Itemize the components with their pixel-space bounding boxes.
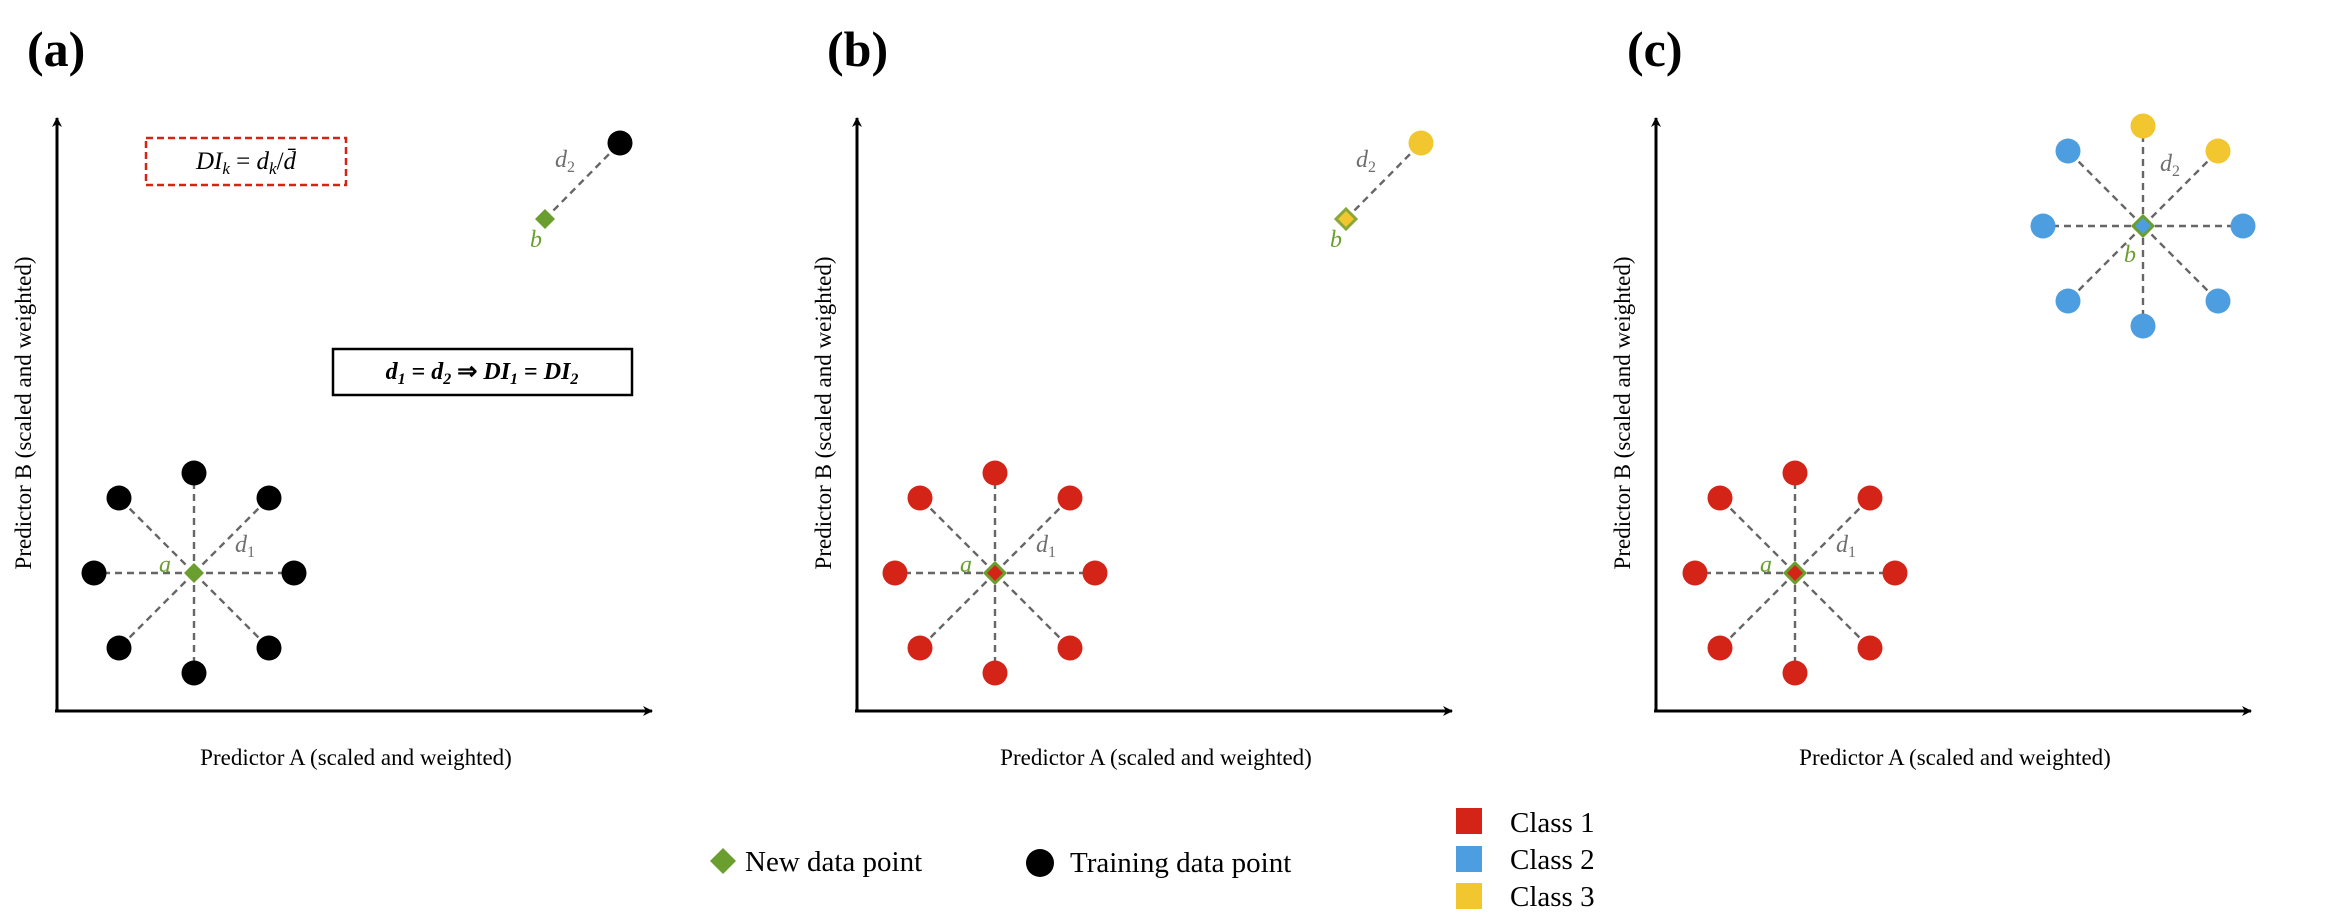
training-point (181, 660, 207, 686)
class-1-point (1707, 635, 1733, 661)
class-2-point (2055, 288, 2081, 314)
class-3-points-c (2130, 113, 2231, 164)
class-2-legend-label: Class 2 (1510, 844, 1595, 876)
class-3-point (2205, 138, 2231, 164)
legend: New data point Training data point Class… (710, 807, 1595, 913)
class-1-point (1682, 560, 1708, 586)
formula-text: DIk = dk/d̄ (195, 148, 297, 178)
distance-1-label: d1 (1036, 532, 1056, 561)
new-point-a (982, 560, 1008, 586)
class-1-point (907, 635, 933, 661)
class-2-point (2230, 213, 2256, 239)
class-1-point (1707, 485, 1733, 511)
distance-2-label: d2 (2160, 151, 2180, 180)
panel-a: (a) Predictor A (scaled and weighted) Pr… (11, 21, 653, 770)
new-point-b (2130, 213, 2156, 239)
training-point (106, 635, 132, 661)
training-point-legend-icon (1026, 849, 1054, 877)
distance-1-label: d1 (235, 532, 255, 561)
point-a-label: a (960, 552, 972, 578)
class-1-legend-swatch (1456, 808, 1482, 834)
class-3-legend-label: Class 3 (1510, 881, 1595, 913)
training-point (607, 130, 633, 156)
new-point-a (1782, 560, 1808, 586)
new-point-legend-label: New data point (745, 846, 922, 878)
distance-lines-b (895, 142, 1422, 673)
class-2-points-c (2030, 138, 2256, 339)
class-3-point (1408, 130, 1434, 156)
x-axis-title: Predictor A (scaled and weighted) (200, 745, 512, 770)
training-point (281, 560, 307, 586)
class-1-point (1857, 485, 1883, 511)
training-point (81, 560, 107, 586)
class-1-points-b (882, 460, 1108, 686)
class-1-point (882, 560, 908, 586)
class-1-point (1782, 460, 1808, 486)
point-b-label: b (530, 227, 542, 253)
formula-box (144, 136, 348, 187)
class-2-point (2130, 313, 2156, 339)
class-3-point (2130, 113, 2156, 139)
training-point (256, 635, 282, 661)
class-1-point (1057, 485, 1083, 511)
distance-1-label: d1 (1836, 532, 1856, 561)
distance-2-label: d2 (1356, 147, 1376, 176)
panel-b: (b) Predictor A (scaled and weighted) Pr… (811, 21, 1453, 770)
point-a-label: a (159, 552, 171, 578)
class-1-point (1782, 660, 1808, 686)
point-a-label: a (1760, 552, 1772, 578)
class-1-point (1882, 560, 1908, 586)
class-2-legend-swatch (1456, 846, 1482, 872)
training-points-a (81, 130, 633, 686)
new-point-b (535, 209, 555, 229)
class-1-point (907, 485, 933, 511)
distance-2-label: d2 (555, 147, 575, 176)
class-1-point (1082, 560, 1108, 586)
new-point-a (184, 563, 204, 583)
class-1-point (982, 660, 1008, 686)
y-axis-title: Predictor B (scaled and weighted) (11, 257, 36, 570)
equality-text: d1 = d2 ⇒ DI1 = DI2 (386, 359, 579, 388)
class-1-point (982, 460, 1008, 486)
training-point (181, 460, 207, 486)
panel-label: (c) (1627, 21, 1683, 77)
class-3-legend-swatch (1456, 883, 1482, 909)
distance-lines-a (94, 142, 621, 673)
distance-lines-c (1695, 126, 2243, 673)
y-axis-title: Predictor B (scaled and weighted) (1610, 257, 1635, 570)
x-axis-title: Predictor A (scaled and weighted) (1000, 745, 1312, 770)
training-point-legend-label: Training data point (1070, 847, 1291, 879)
panel-label: (b) (827, 21, 888, 77)
panel-c: (c) Predictor A (scaled and weighted) Pr… (1610, 21, 2256, 770)
point-b-label: b (2124, 242, 2136, 268)
new-point-b (1333, 206, 1359, 232)
y-axis-title: Predictor B (scaled and weighted) (811, 257, 836, 570)
x-axis-title: Predictor A (scaled and weighted) (1799, 745, 2111, 770)
new-point-legend-icon (710, 848, 736, 874)
class-1-point (1857, 635, 1883, 661)
point-b-label: b (1330, 227, 1342, 253)
equality-box (331, 347, 634, 397)
class-1-points-c (1682, 460, 1908, 686)
training-point (256, 485, 282, 511)
panel-label: (a) (27, 21, 85, 77)
class-2-point (2030, 213, 2056, 239)
class-2-point (2055, 138, 2081, 164)
class-1-point (1057, 635, 1083, 661)
class-1-legend-label: Class 1 (1510, 807, 1595, 839)
class-2-point (2205, 288, 2231, 314)
training-point (106, 485, 132, 511)
